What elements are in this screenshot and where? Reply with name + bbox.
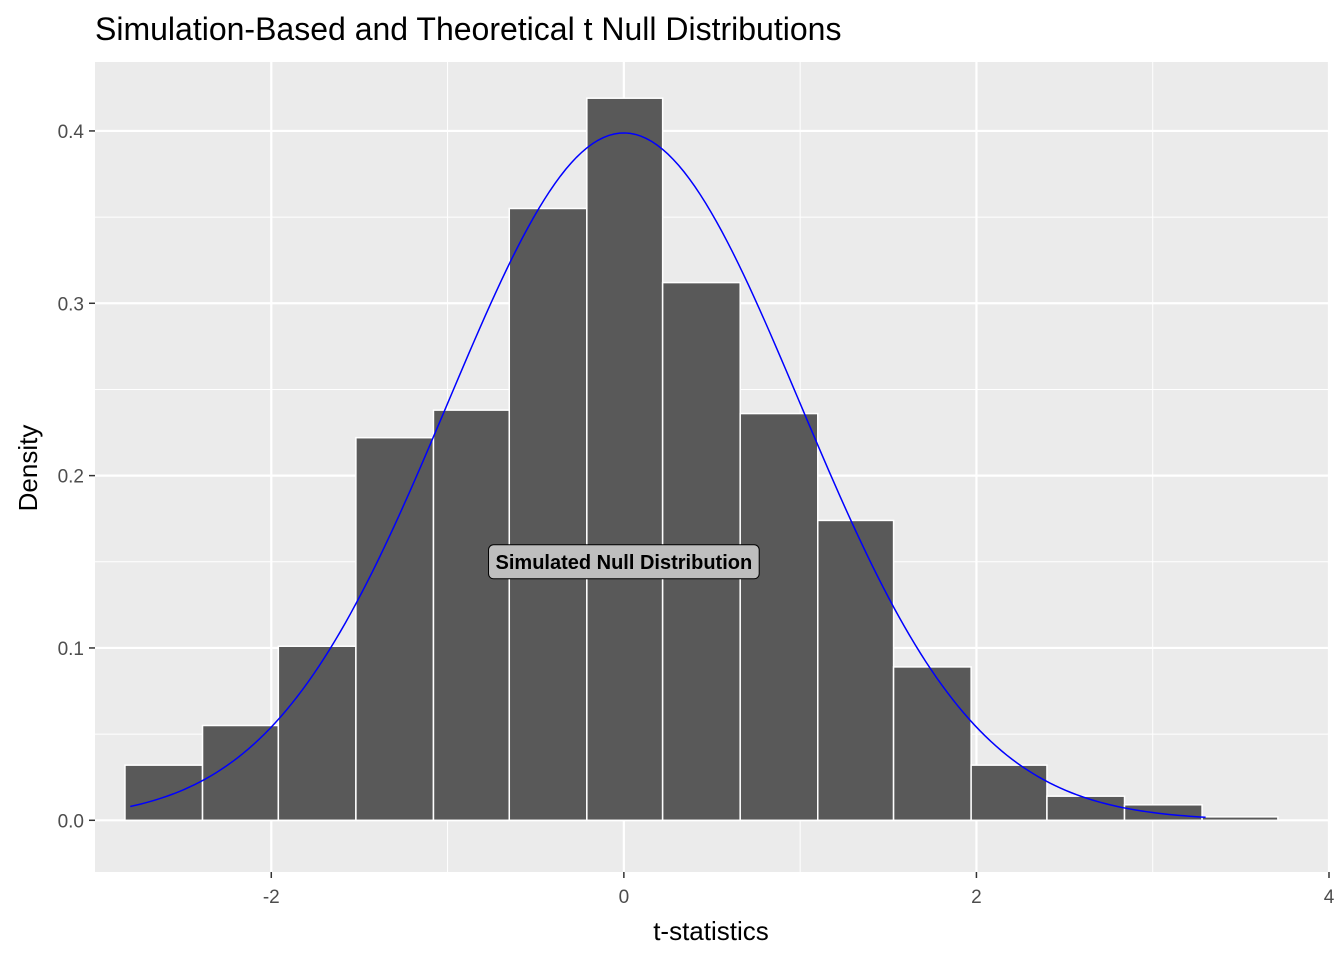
x-tick-label: 0 (619, 887, 630, 908)
histogram-bar (1123, 804, 1203, 822)
histogram-bar (586, 97, 664, 822)
histogram-bar (892, 666, 972, 822)
x-tick-label: 2 (971, 887, 982, 908)
histogram-bar (970, 764, 1048, 822)
histogram-bar (508, 207, 588, 822)
histogram-bar (817, 519, 895, 822)
histogram-bar (124, 764, 204, 822)
histogram-bar (201, 724, 280, 822)
histogram-bar (1201, 816, 1279, 822)
y-tick-label: 0.3 (58, 294, 84, 315)
y-tick-label: 0.1 (58, 639, 84, 660)
annotation-text: Simulated Null Distribution (496, 552, 753, 574)
x-axis-ticks: -2 0 2 4 (263, 872, 1335, 908)
y-tick-label: 0.0 (58, 811, 84, 832)
annotation-box (488, 544, 760, 580)
histogram-bar (1046, 795, 1126, 822)
histogram-bars (124, 97, 1279, 822)
x-tick-label: -2 (263, 887, 280, 908)
chart-title: Simulation-Based and Theoretical t Null … (95, 11, 841, 47)
y-tick-label: 0.2 (58, 467, 84, 488)
histogram-bar (739, 412, 819, 822)
histogram-bar (277, 645, 357, 822)
y-tick-label: 0.4 (58, 122, 85, 143)
annotation-label: Simulated Null Distribution (488, 544, 760, 580)
y-axis-ticks: 0.0 0.1 0.2 0.3 0.4 (58, 122, 95, 832)
theoretical-t-curve (130, 132, 1206, 819)
histogram-bar (432, 409, 511, 822)
histogram-bar (355, 436, 435, 822)
x-tick-label: 4 (1324, 887, 1335, 908)
x-axis-title: t-statistics (653, 916, 769, 946)
y-axis-title: Density (13, 425, 43, 512)
